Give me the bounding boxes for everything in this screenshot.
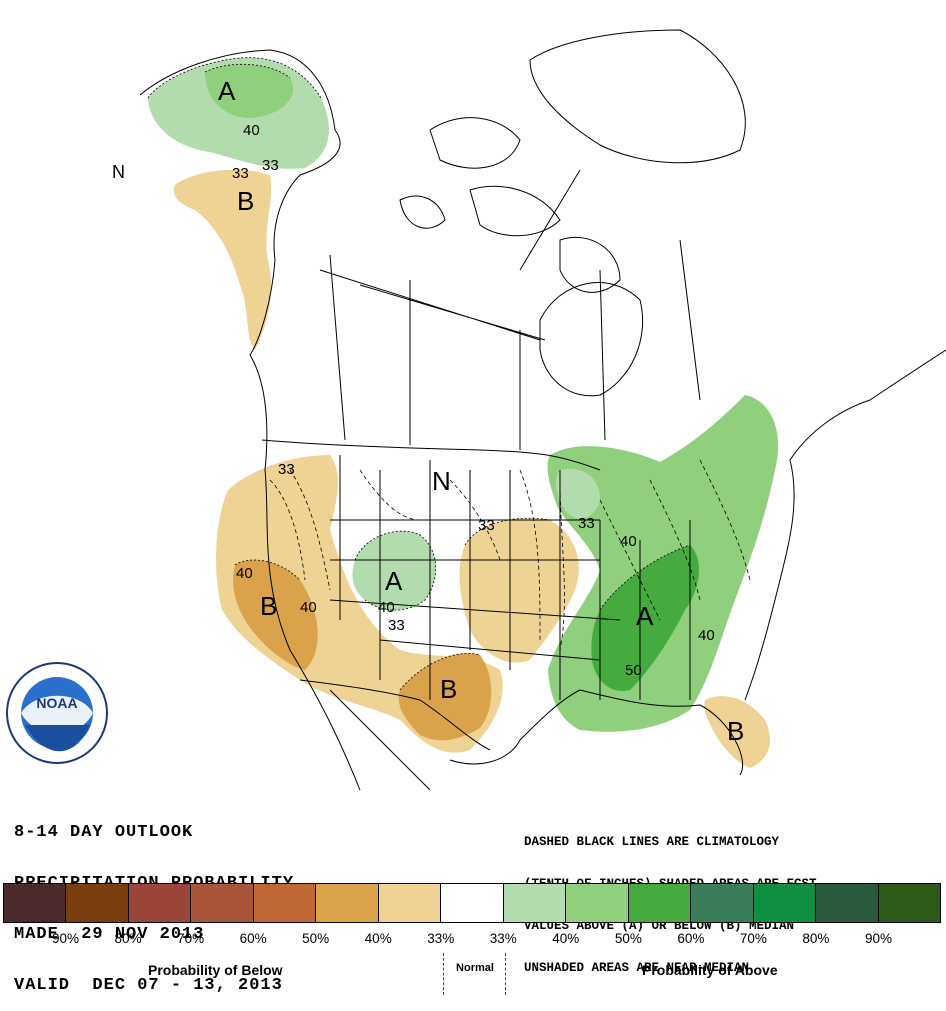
label-n-plains: N	[432, 466, 451, 496]
north-america-outline	[139, 49, 946, 791]
legend-tick-label: 90%	[52, 931, 80, 946]
note-line-1: DASHED BLACK LINES ARE CLIMATOLOGY	[524, 835, 780, 849]
label-33-northwest: 33	[278, 461, 295, 478]
noaa-logo-text: NOAA	[36, 695, 77, 711]
noaa-logo: NOAA	[6, 662, 108, 764]
label-50-southeast: 50	[625, 662, 642, 679]
hudson-bay	[539, 282, 644, 397]
probability-legend-bar	[3, 883, 941, 923]
legend-tick-label: 50%	[302, 931, 330, 946]
label-b-florida: B	[727, 716, 744, 746]
normal-divider-left	[443, 953, 444, 995]
legend-tick-label: 33%	[427, 931, 455, 946]
label-33-plains: 33	[478, 517, 495, 534]
legend-tick-label: 80%	[114, 931, 142, 946]
legend-swatch	[128, 884, 192, 922]
legend-tick-label: 90%	[864, 931, 892, 946]
legend-ticks: 90% 80% 70% 60% 50% 40% 33% 33% 40% 50% 60% 70% 80% 9…	[0, 931, 946, 949]
legend-tick-label: 40%	[364, 931, 392, 946]
legend-swatch	[191, 884, 254, 922]
title-line-3: MADE 29 NOV 2013	[14, 925, 205, 944]
legend-swatch	[4, 884, 67, 922]
alaska-below-region	[173, 169, 272, 350]
label-40-southeast: 40	[698, 627, 715, 644]
legend-swatch	[753, 884, 817, 922]
label-b-alaska: B	[237, 186, 254, 216]
outlook-map: A B N 40 33 33 33 B 40 40 A 40 33 N 33 B…	[6, 29, 946, 791]
normal-label: Normal	[456, 962, 494, 974]
legend-tick-label: 60%	[677, 931, 705, 946]
above-label: Probability of Above	[642, 962, 778, 978]
legend-swatch	[253, 884, 317, 922]
title-line-4: VALID DEC 07 - 13, 2013	[14, 976, 283, 995]
southeast-above-core	[591, 545, 700, 691]
legend-tick-label: 70%	[739, 931, 767, 946]
legend-tick-label: 40%	[552, 931, 580, 946]
legend-swatch	[691, 884, 754, 922]
label-40-alaska: 40	[243, 122, 260, 139]
title-line-1: 8-14 DAY OUTLOOK	[14, 823, 194, 842]
plains-below-region	[459, 518, 579, 663]
mexico-border	[299, 679, 491, 751]
alaska-above-core	[205, 64, 294, 118]
climatology-lines	[269, 459, 751, 651]
label-a-colorado: A	[385, 566, 403, 596]
ohio-above-light	[555, 468, 600, 519]
colorado-above-region	[352, 531, 436, 611]
legend-swatch	[378, 884, 442, 922]
legend-tick-label: 80%	[802, 931, 830, 946]
legend-tick-label: 50%	[614, 931, 642, 946]
normal-divider-right	[505, 953, 506, 995]
texas-below-core	[398, 653, 492, 741]
label-a-alaska: A	[218, 76, 236, 106]
probability-contours	[147, 57, 691, 691]
label-b-california: B	[260, 591, 277, 621]
california-below-core	[233, 560, 318, 670]
label-b-texas: B	[440, 674, 457, 704]
label-a-southeast: A	[636, 601, 654, 631]
note-line-4: UNSHADED AREAS ARE NEAR-MEDIAN	[524, 961, 750, 975]
arctic-islands	[399, 29, 746, 293]
florida-below-region	[704, 696, 770, 768]
legend-swatch	[316, 884, 379, 922]
label-33-northeast: 33	[578, 515, 595, 532]
label-40-ohio: 40	[620, 533, 637, 550]
legend-swatch	[628, 884, 692, 922]
legend-swatch	[503, 884, 567, 922]
label-n-alaska: N	[112, 162, 125, 182]
legend-tick-label: 60%	[239, 931, 267, 946]
legend-tick-label: 70%	[177, 931, 205, 946]
below-label: Probability of Below	[148, 962, 283, 978]
canada-border	[261, 439, 601, 471]
label-40-california: 40	[236, 565, 253, 582]
us-states	[329, 455, 691, 700]
legend-swatch	[878, 884, 941, 922]
legend-swatch	[66, 884, 129, 922]
canada-provinces	[319, 169, 701, 450]
label-40-california-2: 40	[300, 599, 317, 616]
legend-swatch	[816, 884, 879, 922]
label-33-colorado: 33	[388, 617, 405, 634]
label-40-colorado: 40	[378, 599, 395, 616]
label-33-alaska-1: 33	[232, 165, 249, 182]
legend-swatch	[441, 884, 504, 922]
legend-tick-label: 33%	[489, 931, 517, 946]
label-33-alaska-2: 33	[262, 157, 279, 174]
legend-swatch	[566, 884, 629, 922]
